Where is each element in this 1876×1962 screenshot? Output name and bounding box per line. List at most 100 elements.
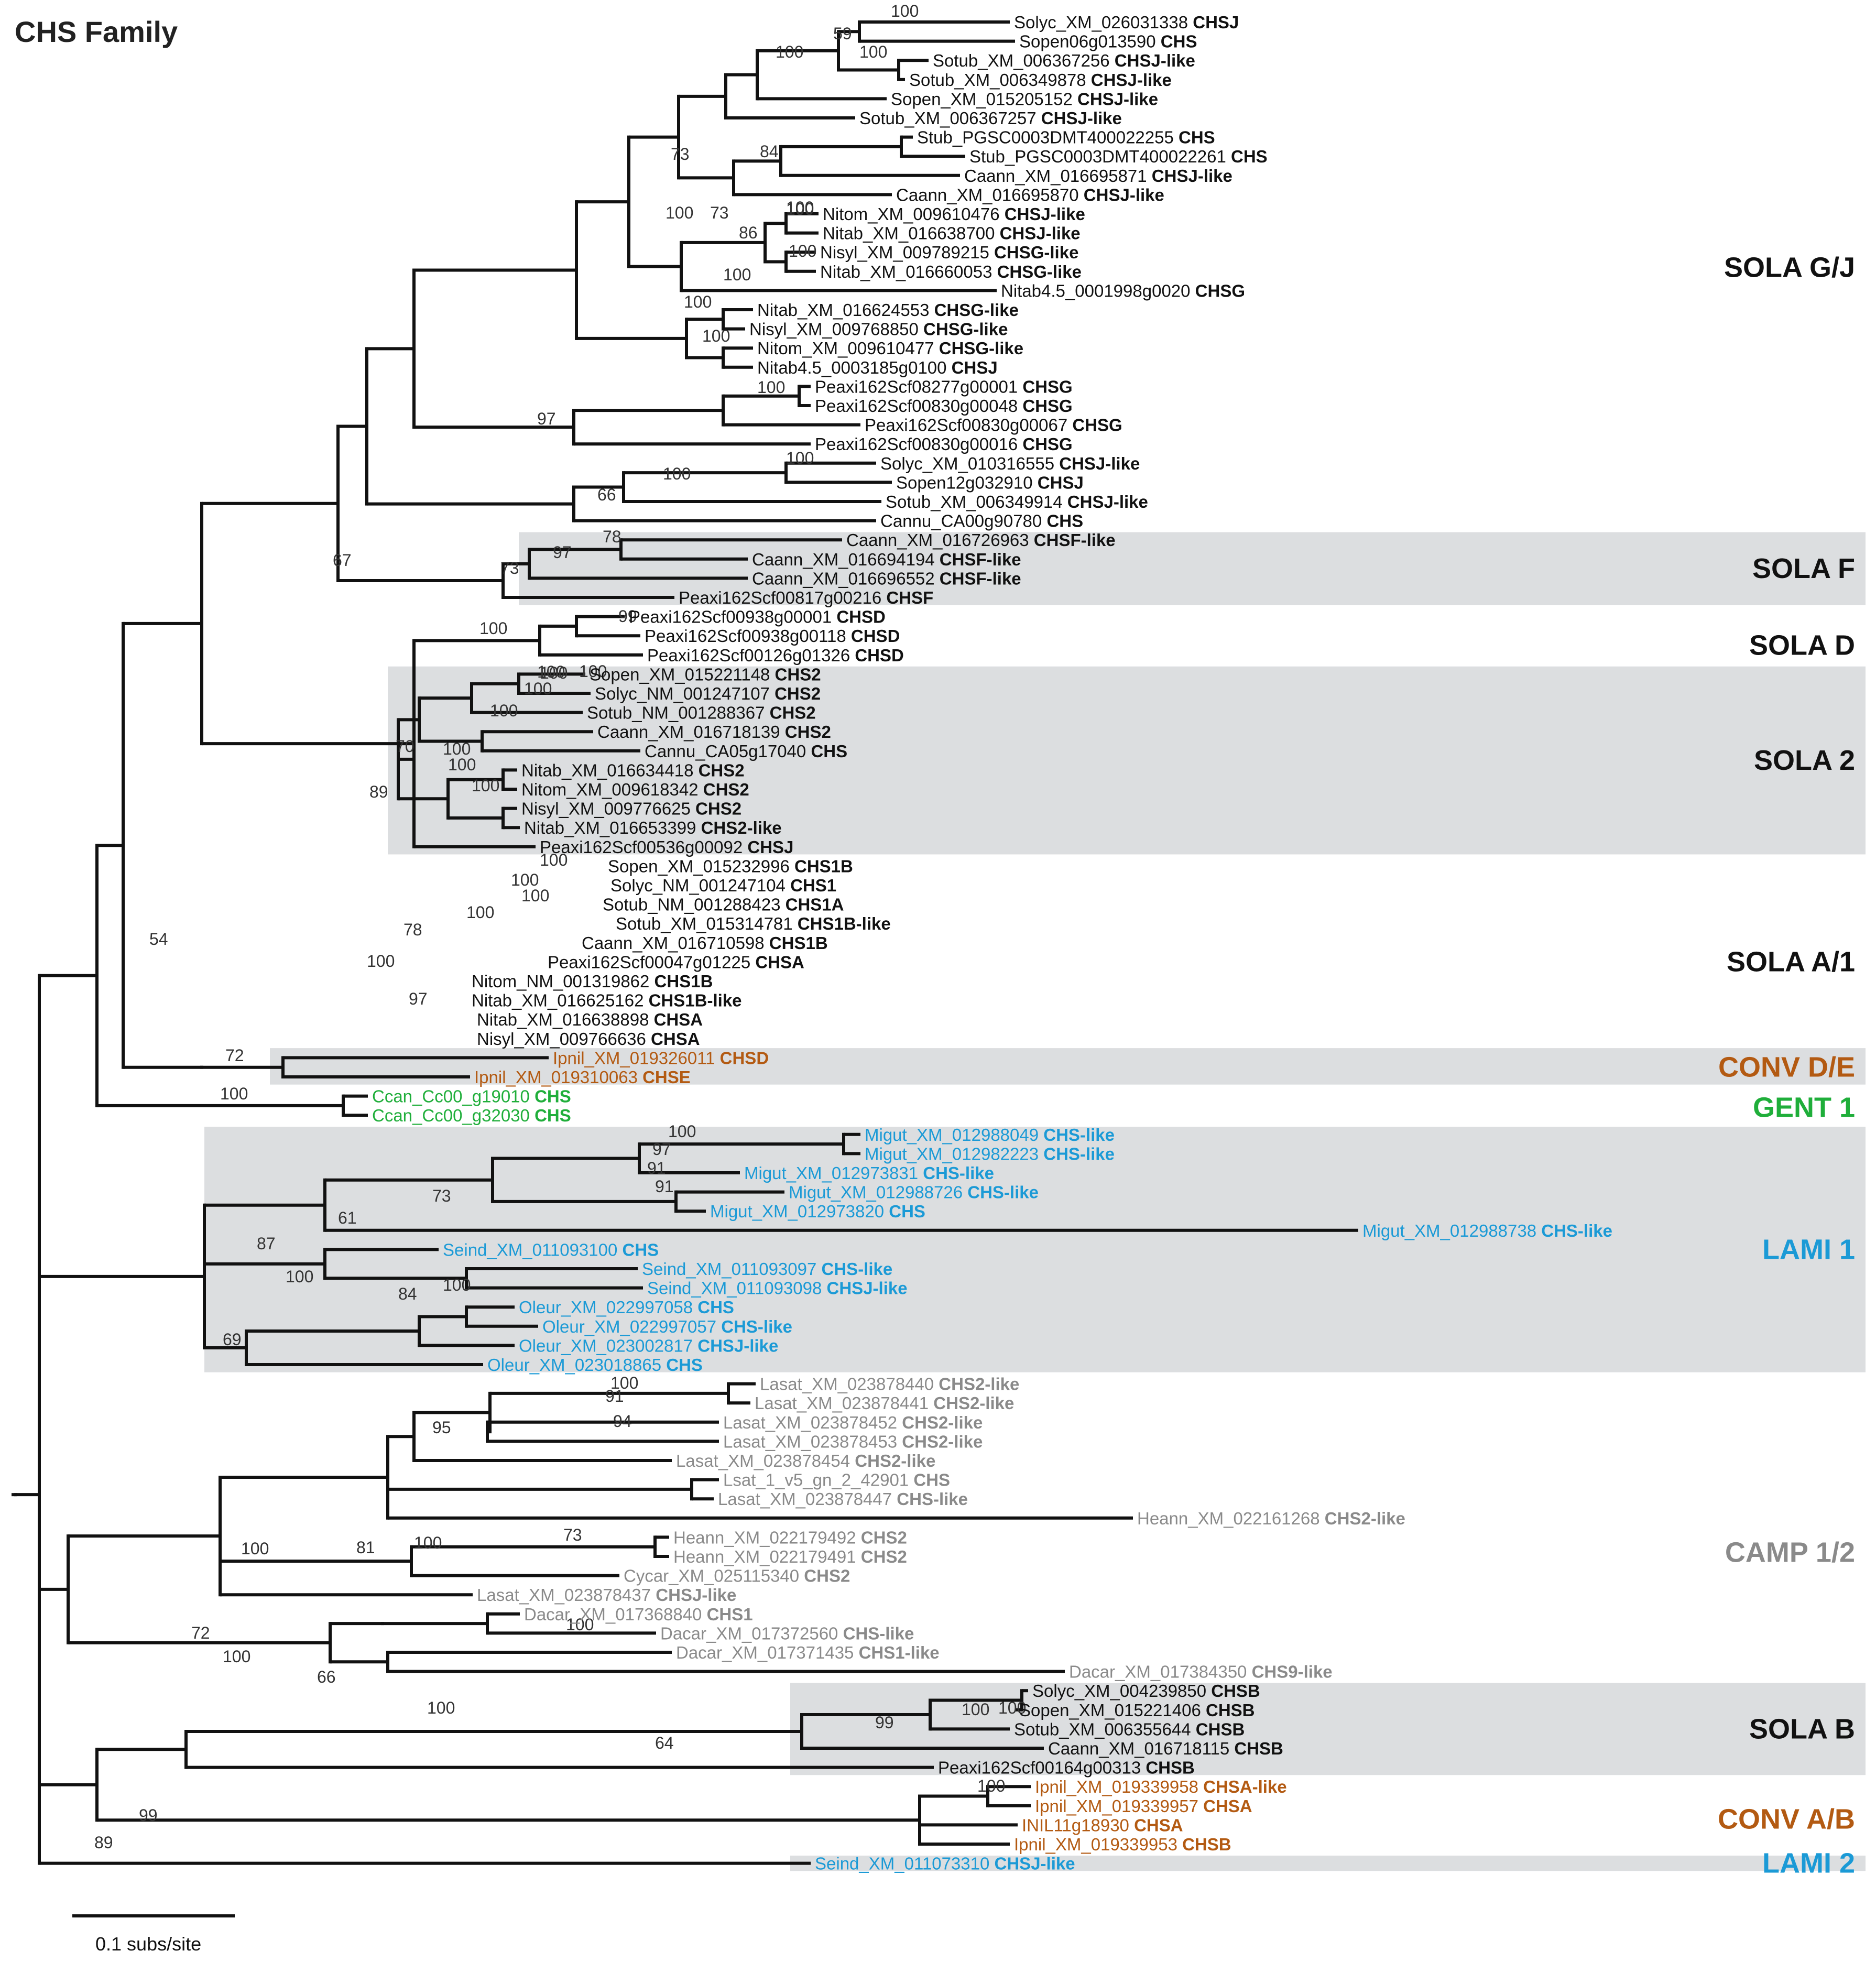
- clade-label-gent-1: GENT 1: [1753, 1092, 1855, 1124]
- leaf-label: Cannu_CA00g90780 CHS: [880, 511, 1083, 531]
- leaf-accession: Peaxi162Scf00830g00067: [865, 416, 1072, 435]
- leaf-gene: CHSF: [886, 588, 933, 607]
- bootstrap-value: 100: [757, 378, 785, 397]
- leaf-gene: CHS: [889, 1202, 925, 1221]
- bootstrap-value: 100: [666, 203, 693, 222]
- leaf-label: Dacar_XM_017372560 CHS-like: [660, 1623, 914, 1643]
- leaf-accession: Nitab4.5_0001998g0020: [1001, 281, 1195, 300]
- leaf-accession: Sotub_NM_001288423: [603, 895, 786, 914]
- leaf-accession: Sopen_XM_015221148: [590, 664, 775, 684]
- leaf-gene: CHS-like: [1043, 1144, 1115, 1163]
- leaf-accession: Heann_XM_022179491: [673, 1547, 861, 1566]
- leaf-label: Sopen_XM_015232996 CHS1B: [608, 856, 853, 876]
- leaf-gene: CHSG: [1022, 377, 1072, 396]
- leaf-label: Ipnil_XM_019310063 CHSE: [474, 1067, 691, 1087]
- leaf-gene: CHS1-like: [859, 1643, 940, 1662]
- leaf-label: Nitab_XM_016638700 CHSJ-like: [823, 224, 1081, 243]
- bootstrap-value: 100: [367, 952, 395, 971]
- bootstrap-value: 73: [671, 145, 690, 164]
- bootstrap-value: 89: [369, 782, 388, 801]
- leaf-gene: CHSJ-like: [827, 1279, 908, 1298]
- leaf-gene: CHSG-like: [994, 243, 1078, 262]
- bootstrap-value: 59: [833, 24, 852, 43]
- leaf-label: Caann_XM_016695870 CHSJ-like: [896, 185, 1164, 204]
- clade-label-lami-1: LAMI 1: [1762, 1234, 1855, 1265]
- leaf-label: Cannu_CA05g17040 CHS: [645, 742, 847, 761]
- leaf-accession: Caann_XM_016696552: [752, 569, 940, 588]
- leaf-gene: CHS-like: [967, 1183, 1039, 1202]
- bootstrap-value: 100: [220, 1084, 248, 1103]
- bootstrap-value: 100: [663, 464, 691, 483]
- leaf-label: Sopen_XM_015221148 CHS2: [590, 664, 821, 684]
- leaf-label: Caann_XM_016718115 CHSB: [1048, 1739, 1283, 1758]
- leaf-gene: CHSJ-like: [1152, 166, 1233, 186]
- bootstrap-value: 91: [605, 1387, 624, 1405]
- bootstrap-value: 95: [432, 1418, 451, 1437]
- leaf-accession: INIL11g18930: [1022, 1815, 1134, 1835]
- clade-label-sola-b: SOLA B: [1749, 1713, 1855, 1745]
- leaf-accession: Peaxi162Scf00830g00048: [815, 396, 1022, 416]
- bootstrap-value: 100: [521, 886, 549, 905]
- leaf-accession: Nitab_XM_016638898: [477, 1010, 654, 1029]
- bootstrap-value: 99: [875, 1713, 894, 1732]
- leaf-label: Sotub_XM_015314781 CHS1B-like: [616, 914, 891, 933]
- leaf-gene: CHSJ-like: [1041, 108, 1122, 128]
- leaf-gene: CHS1B-like: [649, 991, 742, 1010]
- bootstrap-value: 100: [443, 739, 471, 758]
- leaf-gene: CHS2: [775, 664, 821, 684]
- leaf-accession: Caann_XM_016718139: [597, 722, 785, 742]
- leaf-gene: CHS2: [861, 1528, 907, 1547]
- leaf-gene: CHSG-like: [934, 300, 1019, 320]
- leaf-label: Lasat_XM_023878453 CHS2-like: [723, 1432, 983, 1451]
- leaf-gene: CHSF-like: [940, 550, 1021, 569]
- clade-band-lami-2: [790, 1855, 1866, 1871]
- leaf-label: Cycar_XM_025115340 CHS2: [624, 1566, 850, 1586]
- bootstrap-value: 100: [427, 1698, 455, 1717]
- leaf-accession: Nitom_XM_009618342: [521, 780, 703, 799]
- leaf-label: Stub_PGSC0003DMT400022261 CHS: [969, 147, 1268, 166]
- leaf-label: Nitab4.5_0003185g0100 CHSJ: [757, 358, 998, 377]
- leaf-accession: Nitab_XM_016624553: [757, 300, 934, 320]
- bootstrap-value: 69: [223, 1330, 242, 1349]
- bootstrap-value: 100: [443, 1276, 471, 1294]
- leaf-label: Nisyl_XM_009789215 CHSG-like: [820, 243, 1078, 262]
- bootstrap-value: 100: [786, 449, 814, 467]
- leaf-gene: CHS2-like: [855, 1451, 935, 1470]
- leaf-accession: Lasat_XM_023878454: [676, 1451, 855, 1470]
- leaf-gene: CHS1B: [769, 933, 828, 953]
- bootstrap-value: 54: [149, 930, 168, 949]
- leaf-label: Nitom_XM_009610477 CHSG-like: [757, 339, 1023, 358]
- leaf-gene: CHSJ: [1038, 473, 1084, 492]
- bootstrap-value: 73: [710, 203, 729, 222]
- leaf-label: Sopen_XM_015221406 CHSB: [1019, 1701, 1255, 1720]
- bootstrap-value: 99: [139, 1806, 158, 1825]
- leaf-label: Solyc_NM_001247107 CHS2: [595, 684, 821, 703]
- leaf-label: Lasat_XM_023878447 CHS-like: [718, 1489, 968, 1509]
- leaf-label: Dacar_XM_017384350 CHS9-like: [1069, 1662, 1333, 1682]
- leaf-gene: CHSE: [642, 1067, 691, 1087]
- leaf-gene: CHS-like: [1541, 1221, 1612, 1240]
- leaf-accession: Migut_XM_012973831: [744, 1163, 923, 1183]
- clade-label-sola-gj: SOLA G/J: [1724, 252, 1855, 283]
- leaf-accession: Solyc_XM_026031338: [1014, 13, 1193, 32]
- leaf-accession: Peaxi162Scf08277g00001: [815, 377, 1022, 396]
- clade-band-conv-de: [270, 1048, 1866, 1085]
- leaf-accession: Caann_XM_016695871: [964, 166, 1152, 186]
- leaf-gene: CHS2-like: [902, 1432, 983, 1451]
- leaf-gene: CHS1: [790, 876, 836, 895]
- leaf-accession: Oleur_XM_022997058: [519, 1298, 697, 1317]
- bootstrap-value: 78: [403, 920, 422, 939]
- leaf-accession: Heann_XM_022179492: [673, 1528, 861, 1547]
- bootstrap-value: 100: [448, 755, 476, 774]
- clade-label-camp-12: CAMP 1/2: [1725, 1537, 1855, 1568]
- leaf-gene: CHSG-like: [997, 262, 1082, 281]
- leaf-label: Sotub_NM_001288367 CHS2: [587, 703, 816, 723]
- bootstrap-value: 100: [540, 663, 568, 682]
- leaf-accession: Peaxi162Scf00817g00216: [679, 588, 886, 607]
- leaf-gene: CHSA: [1134, 1815, 1183, 1835]
- leaf-accession: Stub_PGSC0003DMT400022261: [969, 147, 1231, 166]
- leaf-label: Peaxi162Scf00817g00216 CHSF: [679, 588, 933, 607]
- bootstrap-value: 100: [490, 701, 518, 720]
- leaf-gene: CHS2: [770, 703, 816, 723]
